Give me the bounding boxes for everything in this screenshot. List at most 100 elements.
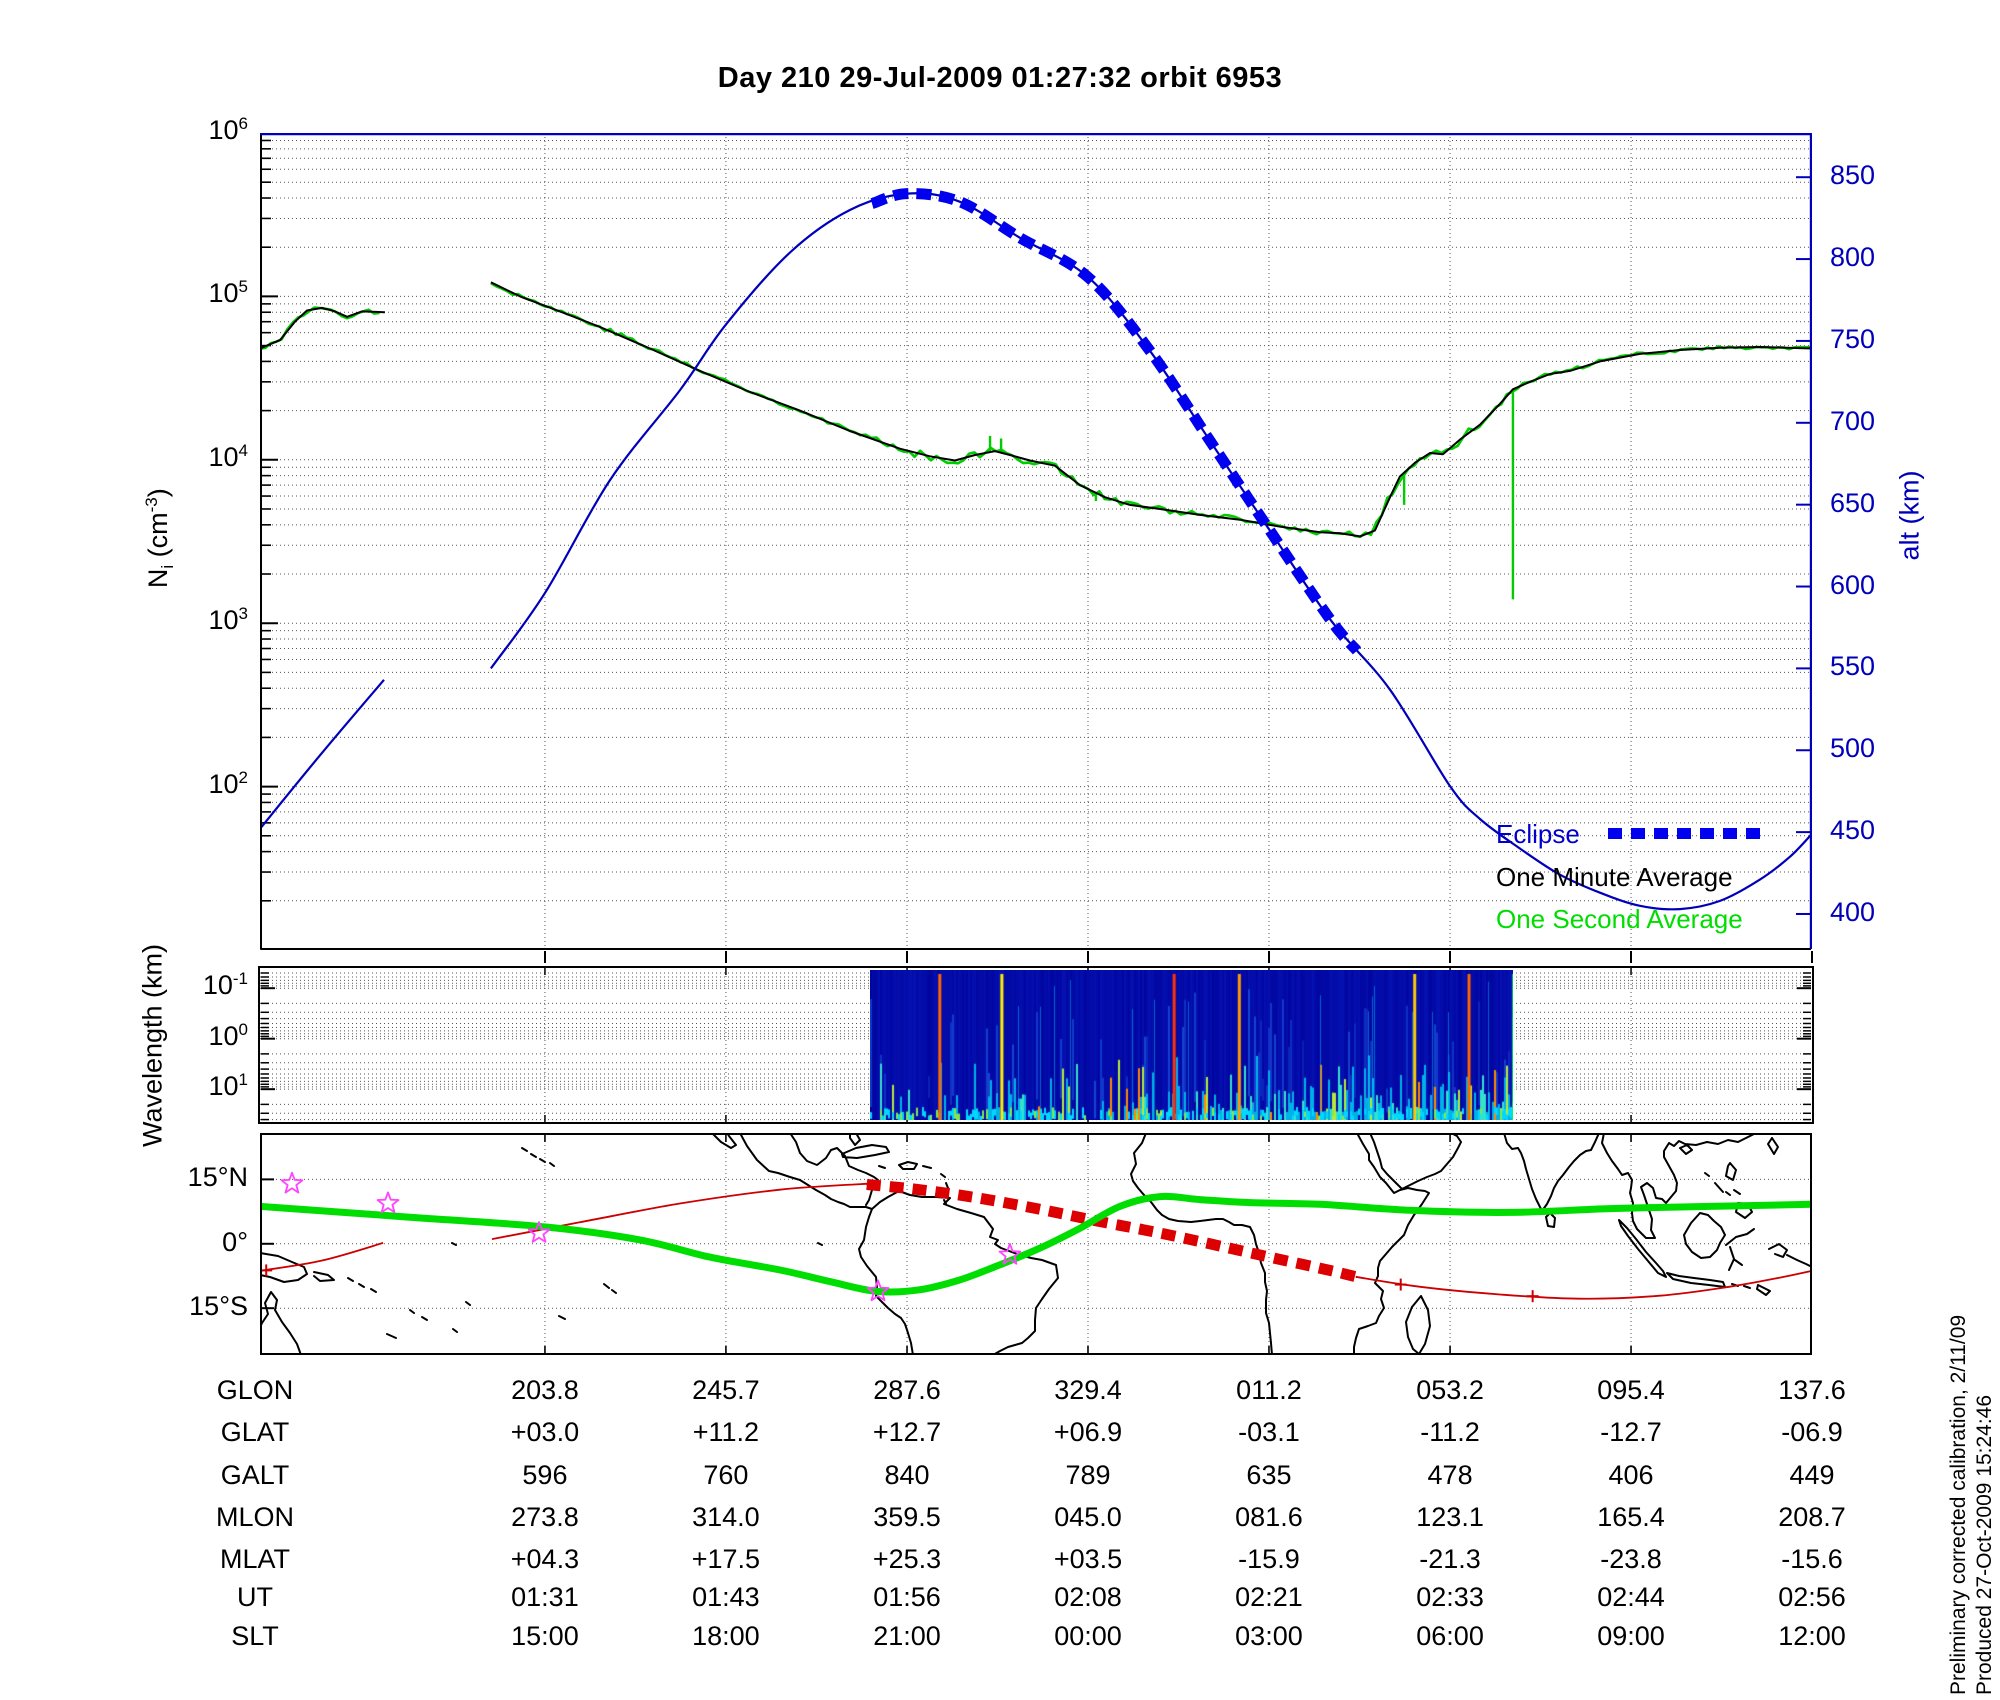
legend-one-second-label: One Second Average xyxy=(1496,904,1743,934)
table-row-label-slt: SLT xyxy=(231,1621,279,1651)
table-cell-mlat-6: -23.8 xyxy=(1600,1544,1662,1574)
x-tick-1 xyxy=(724,951,727,963)
ni-tick-10e5: 105 xyxy=(208,277,248,309)
table-cell-galt-6: 406 xyxy=(1608,1460,1654,1490)
alt-tick-550: 550 xyxy=(1830,651,1876,682)
table-cell-glon-0: 203.8 xyxy=(511,1375,579,1405)
alt-tick-500: 500 xyxy=(1830,733,1876,764)
spectrogram-image xyxy=(870,970,1513,1120)
table-cell-ut-6: 02:44 xyxy=(1597,1582,1665,1612)
table-cell-glat-6: -12.7 xyxy=(1600,1417,1662,1447)
table-cell-glon-1: 245.7 xyxy=(692,1375,760,1405)
spectrogram-border xyxy=(258,966,1814,1124)
table-cell-glon-2: 287.6 xyxy=(873,1375,941,1405)
table-cell-glat-0: +03.0 xyxy=(510,1417,580,1447)
x-tick-7 xyxy=(1811,951,1813,963)
ni-tick-10e6: 106 xyxy=(208,114,248,145)
table-cell-ut-2: 01:56 xyxy=(873,1582,941,1612)
ni-tick-10e3: 103 xyxy=(208,604,248,636)
table-cell-mlat-2: +25.3 xyxy=(872,1544,942,1574)
table-cell-ut-3: 02:08 xyxy=(1054,1582,1122,1612)
x-tick-2 xyxy=(906,951,909,963)
wavelength-axis-ticks: 10-1 100 101 xyxy=(150,0,248,1700)
ni-tick-10e2: 102 xyxy=(208,767,248,799)
ground-station-star-icon xyxy=(866,1279,890,1302)
ground-track-map-panel xyxy=(258,1131,1814,1357)
map-lat-tick-0: 15°N xyxy=(187,1162,248,1193)
table-cell-glat-4: -03.1 xyxy=(1238,1417,1300,1447)
table-cell-ut-5: 02:33 xyxy=(1416,1582,1484,1612)
table-cell-glon-7: 137.6 xyxy=(1778,1375,1846,1405)
table-cell-slt-3: 00:00 xyxy=(1054,1621,1122,1651)
ground-station-star-icon xyxy=(998,1243,1022,1265)
x-tick-3 xyxy=(1086,951,1089,963)
table-cell-slt-6: 09:00 xyxy=(1597,1621,1665,1651)
alt-tick-600: 600 xyxy=(1830,569,1876,600)
table-cell-mlat-5: -21.3 xyxy=(1419,1544,1481,1574)
x-tick-0 xyxy=(543,951,546,963)
x-tick-5 xyxy=(1449,951,1452,963)
table-cell-mlon-0: 273.8 xyxy=(511,1502,579,1532)
wavelength-spectrogram-panel xyxy=(258,966,1814,1124)
density-altitude-panel: Eclipse One Minute Average One Second Av… xyxy=(258,131,1814,952)
table-cell-glon-5: 053.2 xyxy=(1416,1375,1484,1405)
table-cell-glon-6: 095.4 xyxy=(1597,1375,1665,1405)
table-cell-galt-0: 596 xyxy=(522,1460,568,1490)
legend-eclipse-dash-swatch xyxy=(1608,828,1766,839)
table-cell-glat-2: +12.7 xyxy=(872,1417,942,1447)
world-map xyxy=(260,1133,1812,1355)
table-cell-glat-5: -11.2 xyxy=(1420,1417,1480,1447)
table-row-label-glon: GLON xyxy=(216,1375,294,1405)
ni-axis-ticks: 106 105 104 103 102 xyxy=(150,0,248,1700)
table-cell-mlon-2: 359.5 xyxy=(873,1502,941,1532)
table-row-label-mlat: MLAT xyxy=(219,1544,290,1574)
table-cell-mlat-0: +04.3 xyxy=(510,1544,580,1574)
table-row-label-mlon: MLON xyxy=(215,1502,294,1532)
table-cell-glat-3: +06.9 xyxy=(1053,1417,1123,1447)
table-cell-galt-7: 449 xyxy=(1789,1460,1835,1490)
production-note-line1: Preliminary corrected calibration, 2/11/… xyxy=(1947,1314,1970,1695)
table-row-label-glat: GLAT xyxy=(220,1417,290,1447)
table-cell-mlon-1: 314.0 xyxy=(692,1502,760,1532)
table-cell-ut-7: 02:56 xyxy=(1778,1582,1846,1612)
legend-eclipse-label: Eclipse xyxy=(1496,819,1580,849)
production-note: Preliminary corrected calibration, 2/11/… xyxy=(1946,1225,1998,1695)
table-cell-ut-0: 01:31 xyxy=(511,1582,579,1612)
table-cell-slt-7: 12:00 xyxy=(1778,1621,1846,1651)
map-latitude-ticks: 15°N 0° 15°S xyxy=(130,0,248,1700)
table-cell-mlon-6: 165.4 xyxy=(1597,1502,1665,1532)
production-note-line2: Produced 27-Oct-2009 15:24:46 xyxy=(1973,1394,1996,1695)
density-altitude-plot xyxy=(260,133,1812,950)
x-tick-6 xyxy=(1630,951,1633,963)
wl-tick-10e-1: 10-1 xyxy=(202,969,248,1001)
table-cell-galt-3: 789 xyxy=(1065,1460,1111,1490)
table-cell-galt-5: 478 xyxy=(1427,1460,1473,1490)
ground-station-star-icon xyxy=(280,1171,304,1194)
alt-tick-450: 450 xyxy=(1830,815,1876,846)
table-cell-mlat-4: -15.9 xyxy=(1238,1544,1300,1574)
legend-one-minute-label: One Minute Average xyxy=(1496,862,1733,892)
x-tick-4 xyxy=(1267,951,1270,963)
alt-tick-400: 400 xyxy=(1830,896,1876,927)
alt-tick-750: 750 xyxy=(1830,323,1876,354)
table-cell-slt-2: 21:00 xyxy=(873,1621,941,1651)
table-row-label-galt: GALT xyxy=(220,1460,290,1490)
table-cell-glat-7: -06.9 xyxy=(1781,1417,1843,1447)
table-cell-galt-1: 760 xyxy=(703,1460,749,1490)
map-lat-tick-2: 15°S xyxy=(189,1291,248,1322)
map-lat-tick-1: 0° xyxy=(222,1226,248,1257)
table-cell-ut-1: 01:43 xyxy=(692,1582,760,1612)
ground-station-star-icon xyxy=(376,1191,400,1214)
table-cell-slt-5: 06:00 xyxy=(1416,1621,1484,1651)
table-cell-glon-4: 011.2 xyxy=(1236,1375,1302,1405)
table-cell-ut-4: 02:21 xyxy=(1235,1582,1303,1612)
alt-tick-800: 800 xyxy=(1830,242,1876,273)
alt-axis-ticks: 850 800 750 700 650 600 550 500 450 400 xyxy=(1830,0,1950,1700)
alt-tick-850: 850 xyxy=(1830,160,1876,191)
ground-station-star-icon xyxy=(527,1221,551,1243)
table-cell-mlon-7: 208.7 xyxy=(1778,1502,1846,1532)
alt-tick-650: 650 xyxy=(1830,487,1876,518)
table-cell-glon-3: 329.4 xyxy=(1054,1375,1122,1405)
wl-tick-10e0: 100 xyxy=(208,1019,248,1051)
